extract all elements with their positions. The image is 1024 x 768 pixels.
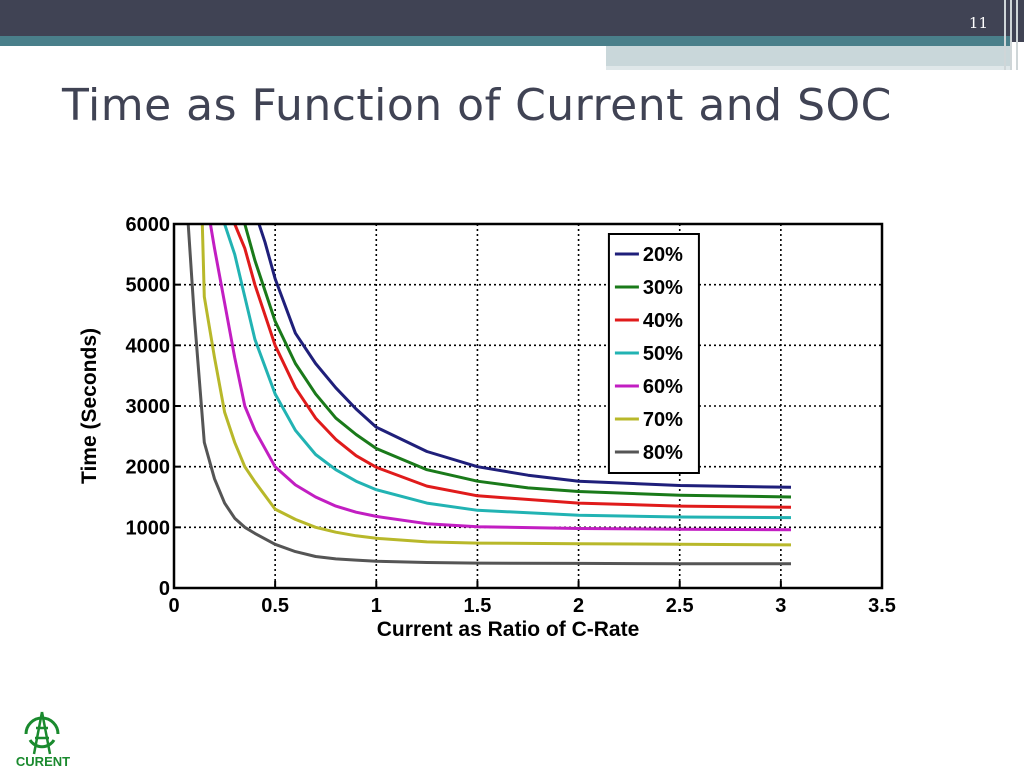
series-line	[257, 223, 792, 489]
header-divider-line	[1016, 0, 1018, 70]
header-divider-line	[1010, 0, 1012, 70]
y-tick-label: 2000	[126, 457, 171, 479]
slide-number: 11	[968, 14, 988, 32]
x-tick-label: 2	[573, 595, 584, 617]
slide-title: Time as Function of Current and SOC	[62, 80, 892, 131]
logo-text: CURENT	[16, 754, 70, 768]
x-tick-label: 3.5	[868, 595, 896, 617]
y-tick-label: 0	[159, 578, 170, 600]
x-axis-label: Current as Ratio of C-Rate	[377, 618, 640, 641]
x-tick-label: 3	[775, 595, 786, 617]
y-axis-label: Time (Seconds)	[78, 328, 101, 484]
header-light-band	[606, 46, 1010, 66]
x-tick-label: 1.5	[464, 595, 492, 617]
header-bar	[0, 0, 1024, 42]
axis-ticks: 0 0.5 1 1.5 2 2.5 3 3.5 0 1000 2000 3000 4000 5000 600…	[126, 214, 896, 617]
curent-logo: CURENT	[16, 711, 70, 768]
y-tick-label: 1000	[126, 517, 171, 539]
header-light-band-thin	[606, 66, 1010, 70]
x-tick-label: 1	[371, 595, 382, 617]
series-line	[208, 223, 792, 532]
x-tick-label: 2.5	[666, 595, 694, 617]
legend-label: 40%	[643, 310, 683, 332]
legend: 20% 30% 40% 50% 60% 70% 80%	[607, 233, 700, 474]
series-line	[186, 223, 791, 566]
series-line	[233, 223, 792, 509]
legend-label: 60%	[643, 376, 683, 398]
tower-icon	[24, 711, 60, 755]
header-divider-line	[1004, 0, 1006, 70]
x-tick-label: 0.5	[261, 595, 289, 617]
line-chart: 0 0.5 1 1.5 2 2.5 3 3.5 0 1000 2000 3000 4000 5000 600…	[78, 214, 896, 641]
legend-label: 80%	[643, 442, 683, 464]
y-tick-label: 6000	[126, 214, 171, 236]
legend-label: 30%	[643, 277, 683, 299]
series-lines	[186, 223, 792, 566]
x-tick-label: 0	[168, 595, 179, 617]
legend-label: 50%	[643, 343, 683, 365]
y-tick-label: 3000	[126, 396, 171, 418]
header-accent-band	[0, 36, 1010, 46]
series-line	[223, 223, 792, 520]
y-tick-label: 5000	[126, 275, 171, 297]
series-line	[200, 223, 792, 547]
series-line	[243, 223, 792, 499]
y-tick-label: 4000	[126, 335, 171, 357]
legend-label: 20%	[643, 244, 683, 266]
legend-label: 70%	[643, 409, 683, 431]
